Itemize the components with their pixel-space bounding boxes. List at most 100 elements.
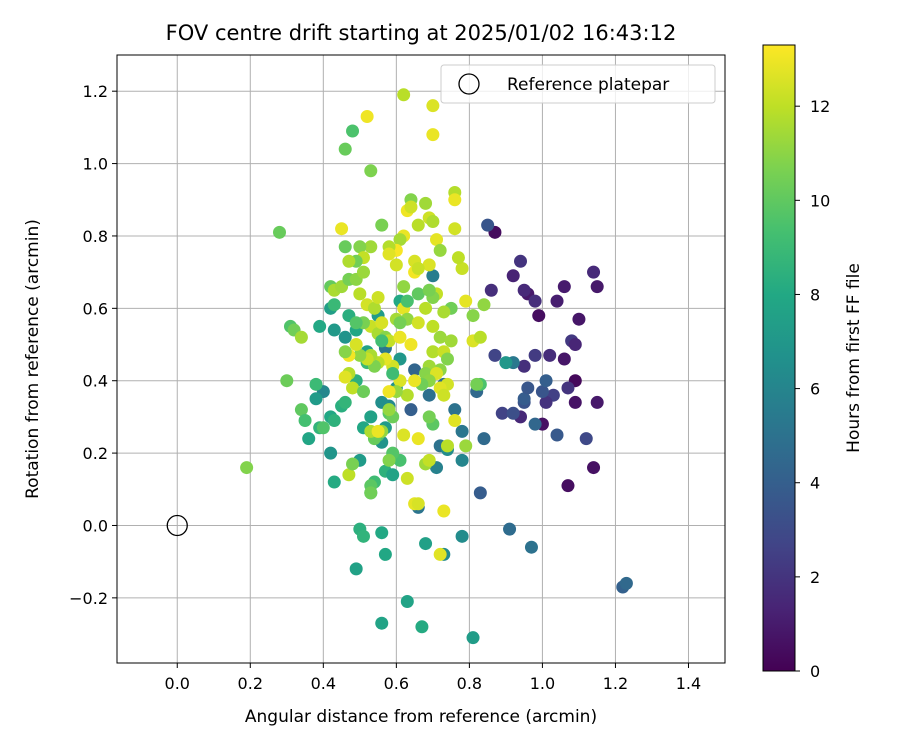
data-point [451, 251, 465, 265]
y-tick-label: 0.6 [83, 299, 108, 318]
data-point [528, 294, 542, 308]
data-point [411, 316, 425, 330]
x-tick-label: 0.4 [311, 674, 336, 693]
colorbar-ticks: 0 2 4 6 8 10 12 [795, 97, 830, 681]
data-point [437, 504, 451, 518]
data-point [375, 334, 389, 348]
data-point [338, 240, 352, 254]
data-point [382, 453, 396, 467]
y-tick-label: 1.0 [83, 155, 108, 174]
data-point [364, 240, 378, 254]
data-point [619, 576, 633, 590]
data-point [426, 269, 440, 283]
data-point [349, 316, 363, 330]
data-point [579, 432, 593, 446]
data-point [561, 381, 575, 395]
data-point [404, 403, 418, 417]
data-point [309, 377, 323, 391]
data-point [346, 381, 360, 395]
data-point [426, 345, 440, 359]
data-point [411, 218, 425, 232]
data-point [590, 395, 604, 409]
data-point [535, 385, 549, 399]
legend-box [440, 64, 716, 104]
data-point [375, 316, 389, 330]
x-tick-label: 0.6 [384, 674, 409, 693]
y-tick-label: 0.0 [83, 516, 108, 535]
data-point [313, 319, 327, 333]
data-point [386, 468, 400, 482]
data-point [528, 417, 542, 431]
x-tick-label: 0.8 [457, 674, 482, 693]
data-point [375, 616, 389, 630]
y-ticks: −0.2 0.0 0.2 0.4 0.6 0.8 1.0 1.2 [69, 82, 117, 608]
data-point [411, 432, 425, 446]
data-point [430, 233, 444, 247]
colorbar-tick-label: 10 [810, 191, 830, 210]
data-point [400, 294, 414, 308]
x-ticks: 0.0 0.2 0.4 0.6 0.8 1.0 1.2 1.4 [165, 663, 701, 693]
data-point [327, 414, 341, 428]
data-point [338, 345, 352, 359]
y-tick-label: −0.2 [69, 589, 108, 608]
data-point [437, 305, 451, 319]
data-point [371, 424, 385, 438]
data-point [327, 323, 341, 337]
data-point [302, 432, 316, 446]
data-point [455, 453, 469, 467]
data-point [539, 374, 553, 388]
data-point [473, 330, 487, 344]
data-point [400, 388, 414, 402]
data-point [444, 334, 458, 348]
data-point [539, 395, 553, 409]
colorbar-tick-label: 2 [810, 568, 820, 587]
data-point [422, 453, 436, 467]
data-point [386, 366, 400, 380]
data-point [426, 319, 440, 333]
data-point [590, 280, 604, 294]
data-point [448, 193, 462, 207]
data-point [356, 529, 370, 543]
data-point [495, 406, 509, 420]
plot-frame [116, 54, 726, 664]
data-point [587, 461, 601, 475]
data-point [393, 330, 407, 344]
data-point [448, 414, 462, 428]
data-point [422, 283, 436, 297]
data-point [338, 330, 352, 344]
data-point [455, 529, 469, 543]
y-tick-label: 0.2 [83, 444, 108, 463]
data-point [426, 214, 440, 228]
data-point [411, 262, 425, 276]
data-point [364, 486, 378, 500]
data-point [382, 247, 396, 261]
x-tick-label: 1.2 [603, 674, 628, 693]
y-tick-label: 1.2 [83, 82, 108, 101]
data-point [521, 381, 535, 395]
data-point [280, 374, 294, 388]
data-point [499, 356, 513, 370]
data-point [433, 547, 447, 561]
chart-title: FOV centre drift starting at 2025/01/02 … [166, 21, 677, 45]
data-point [488, 348, 502, 362]
data-point [433, 330, 447, 344]
data-point [455, 262, 469, 276]
data-point [470, 377, 484, 391]
data-point [459, 439, 473, 453]
colorbar-tick-label: 6 [810, 380, 820, 399]
data-point [419, 301, 433, 315]
reference-platepar-marker [166, 514, 188, 537]
data-point [411, 497, 425, 511]
x-tick-label: 1.4 [676, 674, 701, 693]
data-point [367, 301, 381, 315]
data-point [364, 164, 378, 178]
data-point [543, 348, 557, 362]
data-point [422, 410, 436, 424]
y-axis-label: Rotation from reference (arcmin) [23, 219, 43, 499]
data-point [459, 294, 473, 308]
data-point [426, 99, 440, 113]
data-point [316, 421, 330, 435]
data-point [371, 290, 385, 304]
data-point [294, 330, 308, 344]
